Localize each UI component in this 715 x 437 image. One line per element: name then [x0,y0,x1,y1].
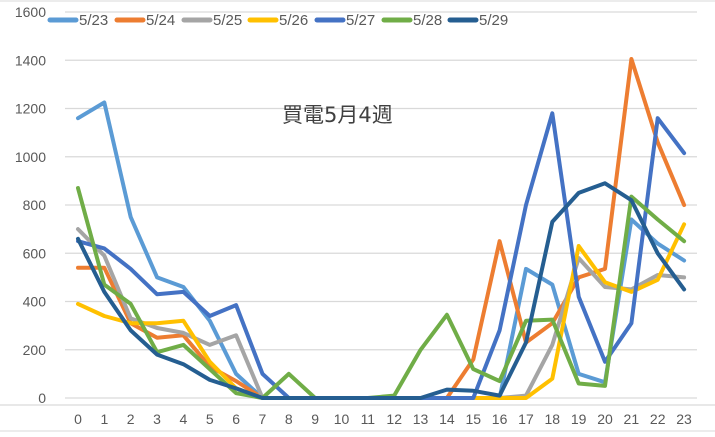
y-tick-label: 600 [23,245,47,261]
x-tick-label: 10 [334,411,350,427]
legend-label: 5/25 [213,12,242,29]
x-tick-label: 17 [518,411,534,427]
legend-item: 5/24 [114,12,175,29]
x-tick-label: 20 [597,411,613,427]
x-tick-label: 3 [153,411,161,427]
y-tick-label: 1000 [15,149,46,165]
x-tick-label: 23 [676,411,692,427]
y-tick-label: 200 [23,342,47,358]
x-tick-label: 14 [439,411,455,427]
series-line-5-27 [76,111,687,400]
series-line-5-23 [76,100,687,400]
x-tick-label: 18 [545,411,561,427]
legend-item: 5/26 [247,12,308,29]
legend-label: 5/29 [479,12,508,29]
legend: 5/23 5/24 5/25 5/26 5/27 5/28 5/29 [47,12,508,29]
x-axis: 0 1 2 3 4 5 6 7 8 9 10 11 12 13 14 15 16 17 18 19 20 21 22 23 [74,411,692,427]
legend-label: 5/24 [146,12,175,29]
x-tick-label: 8 [285,411,293,427]
x-tick-label: 12 [386,411,402,427]
x-tick-label: 13 [413,411,429,427]
x-tick-label: 19 [571,411,587,427]
x-tick-label: 6 [232,411,240,427]
legend-label: 5/27 [346,12,375,29]
y-tick-label: 800 [23,197,47,213]
y-tick-label: 1600 [15,4,46,20]
legend-label: 5/26 [279,12,308,29]
x-tick-label: 22 [650,411,666,427]
x-tick-label: 15 [465,411,481,427]
x-tick-label: 2 [127,411,135,427]
x-tick-label: 7 [259,411,267,427]
legend-item: 5/23 [47,12,108,29]
y-tick-label: 1200 [15,101,46,117]
x-tick-label: 9 [311,411,319,427]
legend-label: 5/23 [79,12,108,29]
x-tick-label: 21 [624,411,640,427]
x-tick-label: 11 [361,411,376,427]
legend-label: 5/28 [413,12,442,29]
legend-item: 5/27 [314,12,375,29]
x-tick-label: 4 [180,411,188,427]
series-lines [76,57,687,400]
series-line-5-26 [76,222,687,400]
y-tick-label: 400 [23,294,47,310]
series-line-5-25 [76,227,687,400]
chart-title: 買電5月4週 [282,103,393,127]
y-axis: 0 200 400 600 800 1000 1200 1400 1600 [15,4,46,406]
legend-item: 5/28 [381,12,442,29]
series-line-5-29 [76,181,687,400]
y-tick-label: 0 [38,390,46,406]
x-tick-label: 1 [100,411,108,427]
legend-item: 5/29 [447,12,508,29]
legend-item: 5/25 [181,12,242,29]
y-tick-label: 1400 [15,52,46,68]
x-tick-label: 16 [492,411,508,427]
x-tick-label: 0 [74,411,82,427]
x-tick-label: 5 [206,411,214,427]
